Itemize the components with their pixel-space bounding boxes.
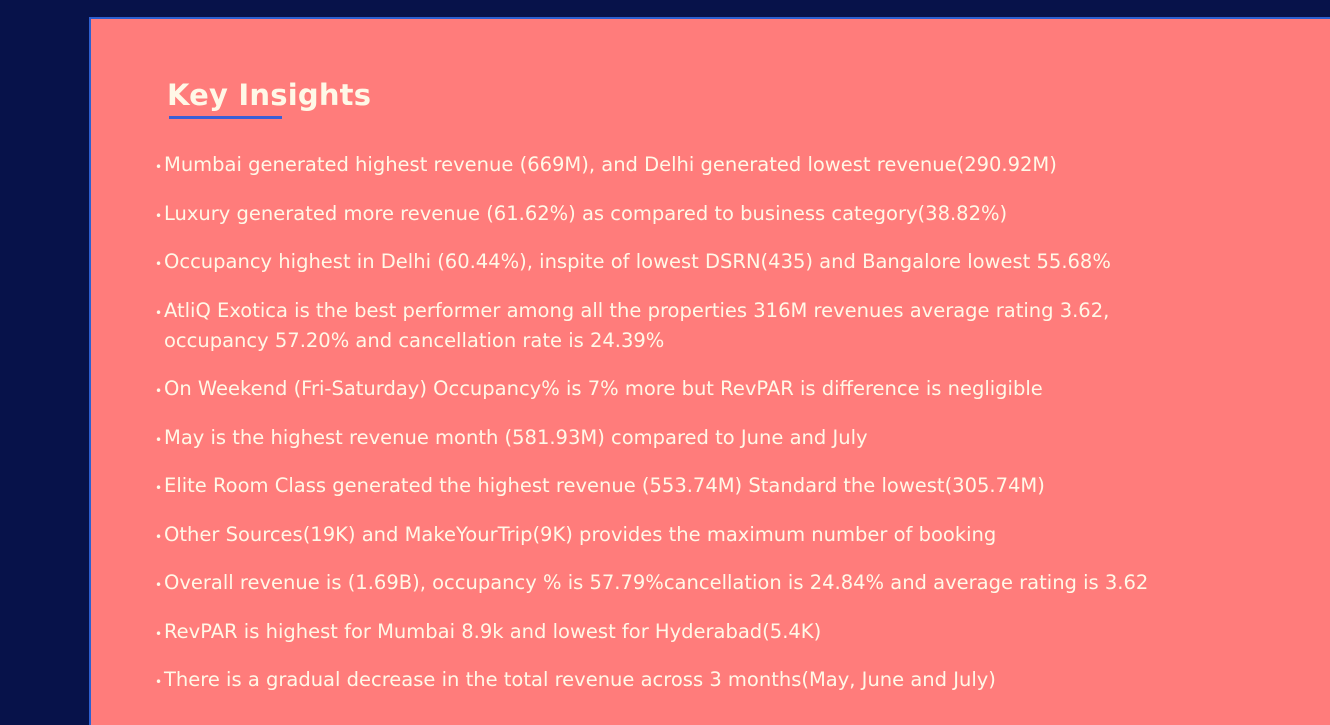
bullet-icon: •: [155, 160, 163, 174]
insight-text: Occupancy highest in Delhi (60.44%), ins…: [164, 250, 1111, 273]
list-item: • Other Sources(19K) and MakeYourTrip(9K)…: [155, 520, 1155, 550]
bullet-icon: •: [155, 384, 163, 398]
title-underline: [169, 116, 282, 119]
insight-text: Elite Room Class generated the highest r…: [164, 474, 1045, 497]
bullet-icon: •: [155, 626, 163, 641]
list-item: • Elite Room Class generated the highest …: [155, 471, 1155, 501]
list-item: • May is the highest revenue month (581.9…: [155, 423, 1155, 453]
insight-text: There is a gradual decrease in the total…: [164, 668, 996, 691]
insight-text: Mumbai generated highest revenue (669M),…: [164, 153, 1057, 176]
list-item: • RevPAR is highest for Mumbai 8.9k and l…: [155, 617, 1155, 647]
insight-text: May is the highest revenue month (581.93…: [164, 425, 868, 449]
left-sidebar: [0, 0, 88, 725]
bullet-icon: •: [155, 675, 163, 689]
list-item: • AtliQ Exotica is the best performer amo…: [155, 296, 1155, 356]
insight-text: Other Sources(19K) and MakeYourTrip(9K) …: [164, 522, 997, 546]
bullet-icon: •: [155, 578, 163, 592]
bullet-icon: •: [155, 305, 163, 320]
bullet-icon: •: [155, 481, 163, 495]
insight-text: Luxury generated more revenue (61.62%) a…: [164, 201, 1008, 225]
list-item: • Occupancy highest in Delhi (60.44%), in…: [155, 247, 1155, 277]
insight-text: RevPAR is highest for Mumbai 8.9k and lo…: [164, 619, 822, 643]
list-item: • Overall revenue is (1.69B), occupancy %…: [155, 568, 1155, 598]
top-bar: [88, 0, 1330, 16]
list-item: • Luxury generated more revenue (61.62%) …: [155, 199, 1155, 229]
page-title: Key Insights: [167, 78, 372, 112]
insight-text: AtliQ Exotica is the best performer amon…: [164, 298, 1110, 352]
list-item: • On Weekend (Fri-Saturday) Occupancy% is…: [155, 374, 1155, 404]
list-item: • There is a gradual decrease in the tota…: [155, 665, 1155, 695]
bullet-icon: •: [155, 208, 163, 223]
bullet-icon: •: [155, 257, 163, 271]
insight-text: On Weekend (Fri-Saturday) Occupancy% is …: [164, 377, 1043, 400]
insight-text: Overall revenue is (1.69B), occupancy % …: [164, 571, 1149, 594]
bullet-icon: •: [155, 432, 163, 447]
insights-list: • Mumbai generated highest revenue (669M)…: [155, 150, 1155, 714]
key-insights-panel: Key Insights • Mumbai generated highest r…: [89, 17, 1330, 725]
list-item: • Mumbai generated highest revenue (669M)…: [155, 150, 1155, 180]
bullet-icon: •: [155, 529, 163, 544]
